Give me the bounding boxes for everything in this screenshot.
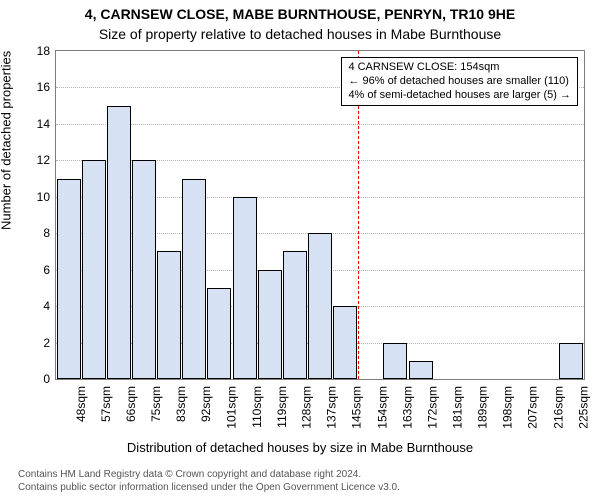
- x-tick-label: 198sqm: [501, 382, 515, 429]
- x-tick-label: 225sqm: [576, 382, 590, 429]
- bar: [182, 179, 206, 379]
- x-tick-label: 48sqm: [74, 382, 88, 422]
- x-tick-label: 83sqm: [174, 382, 188, 422]
- bar: [107, 106, 131, 379]
- y-tick-label: 14: [37, 117, 50, 131]
- x-tick-label: 75sqm: [149, 382, 163, 422]
- y-tick-label: 16: [37, 80, 50, 94]
- x-tick-label: 181sqm: [451, 382, 465, 429]
- x-tick-label: 145sqm: [350, 382, 364, 429]
- bar: [57, 179, 81, 379]
- footer-line2: Contains public sector information licen…: [18, 482, 400, 495]
- annotation-line: 4 CARNSEW CLOSE: 154sqm: [348, 61, 571, 75]
- y-tick-label: 4: [43, 299, 50, 313]
- x-tick-label: 119sqm: [275, 382, 289, 428]
- annotation-line: 4% of semi-detached houses are larger (5…: [348, 89, 571, 103]
- x-tick-label: 137sqm: [325, 382, 339, 429]
- chart-title-line1: 4, CARNSEW CLOSE, MABE BURNTHOUSE, PENRY…: [0, 6, 600, 22]
- bar: [409, 361, 433, 379]
- x-tick-label: 207sqm: [526, 382, 540, 429]
- x-tick-label: 110sqm: [250, 382, 264, 428]
- y-tick-label: 12: [37, 153, 50, 167]
- bar: [383, 343, 407, 379]
- x-axis-label: Distribution of detached houses by size …: [0, 440, 600, 455]
- y-tick-label: 2: [43, 336, 50, 350]
- bar: [258, 270, 282, 379]
- bar: [233, 197, 257, 379]
- bar: [132, 160, 156, 379]
- bar: [157, 251, 181, 379]
- x-tick-label: 57sqm: [99, 382, 113, 422]
- y-tick-label: 6: [43, 263, 50, 277]
- x-axis-ticks: 48sqm 57sqm 66sqm 75sqm 83sqm 92sqm 101sqm 110s…: [55, 382, 585, 442]
- y-tick-label: 18: [37, 44, 50, 58]
- annotation-line: ← 96% of detached houses are smaller (11…: [348, 75, 571, 89]
- x-tick-label: 66sqm: [124, 382, 138, 422]
- bar: [283, 251, 307, 379]
- x-tick-label: 189sqm: [476, 382, 490, 429]
- bar: [207, 288, 231, 379]
- annotation-box: 4 CARNSEW CLOSE: 154sqm← 96% of detached…: [341, 57, 578, 106]
- footer-line1: Contains HM Land Registry data © Crown c…: [18, 469, 400, 482]
- x-tick-label: 172sqm: [426, 382, 440, 429]
- bar: [559, 343, 583, 379]
- y-tick-label: 8: [43, 226, 50, 240]
- y-axis-label: Number of detached properties: [0, 51, 14, 230]
- bar: [308, 233, 332, 379]
- x-tick-label: 101sqm: [224, 382, 238, 429]
- x-tick-label: 92sqm: [199, 382, 213, 422]
- chart-container: 4, CARNSEW CLOSE, MABE BURNTHOUSE, PENRY…: [0, 0, 600, 500]
- plot-area: 0246810121416184 CARNSEW CLOSE: 154sqm← …: [55, 50, 585, 380]
- bar: [82, 160, 106, 379]
- footer-attribution: Contains HM Land Registry data © Crown c…: [18, 469, 400, 494]
- y-tick-label: 10: [37, 190, 50, 204]
- chart-title-line2: Size of property relative to detached ho…: [0, 26, 600, 42]
- x-tick-label: 163sqm: [400, 382, 414, 429]
- x-tick-label: 216sqm: [551, 382, 565, 429]
- x-tick-label: 128sqm: [300, 382, 314, 429]
- bar: [333, 306, 357, 379]
- y-tick-label: 0: [43, 372, 50, 386]
- x-tick-label: 154sqm: [375, 382, 389, 429]
